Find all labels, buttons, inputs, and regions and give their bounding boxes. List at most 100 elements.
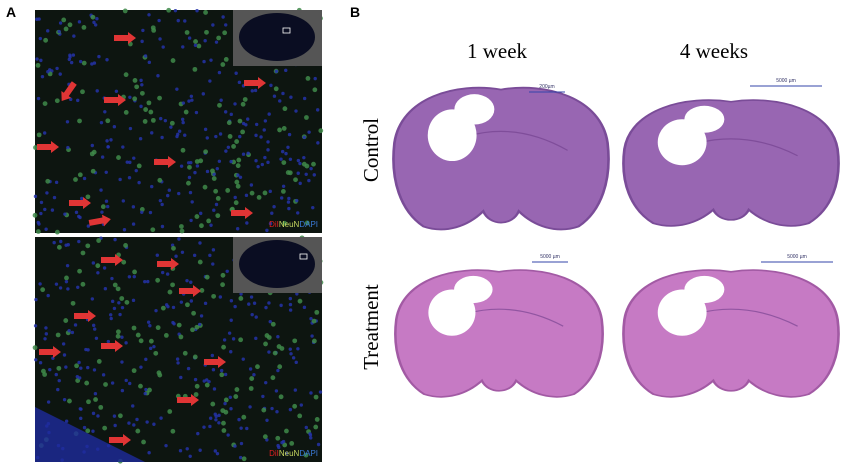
cell: [247, 302, 251, 306]
cell: [82, 176, 87, 181]
cell: [180, 147, 186, 153]
cell: [59, 239, 63, 244]
cell: [55, 66, 59, 71]
cell: [131, 325, 137, 331]
cell: [279, 303, 283, 308]
cell: [307, 130, 311, 134]
cell: [214, 414, 218, 419]
cell: [134, 84, 140, 90]
cell: [70, 330, 75, 335]
cell: [156, 370, 162, 376]
cell: [183, 109, 189, 115]
lesion: [454, 94, 495, 125]
cell: [261, 407, 267, 413]
cell: [45, 178, 51, 184]
cell: [52, 240, 56, 245]
cell: [113, 237, 117, 242]
cell: [263, 155, 267, 160]
cell: [115, 286, 121, 292]
cell: [219, 98, 223, 102]
brain: [394, 269, 604, 398]
cell: [148, 210, 153, 215]
cell: [268, 221, 273, 226]
cell: [215, 195, 221, 201]
cell: [214, 202, 219, 207]
cell: [148, 338, 154, 344]
cell: [210, 353, 215, 358]
cell: [78, 59, 83, 64]
cell: [279, 196, 284, 200]
cell: [177, 237, 181, 241]
cell: [217, 102, 222, 108]
cell: [186, 180, 191, 186]
cell: [264, 305, 268, 310]
cell: [128, 381, 132, 386]
cell: [37, 222, 41, 226]
panel-label: B: [350, 4, 360, 20]
cell: [281, 184, 286, 189]
cell: [33, 145, 38, 150]
cell: [262, 190, 268, 196]
cell: [63, 318, 69, 323]
cell: [158, 198, 163, 203]
cell: [121, 199, 126, 203]
cell: [38, 282, 42, 286]
cell: [164, 443, 168, 448]
cell: [284, 451, 289, 455]
cell: [64, 419, 69, 423]
cell: [193, 392, 199, 397]
cell: [268, 189, 272, 194]
cell: [158, 37, 162, 41]
cell: [210, 168, 215, 174]
cell: [34, 358, 38, 362]
cell: [303, 452, 309, 458]
cell: [42, 131, 47, 135]
cell: [32, 212, 38, 218]
cell: [208, 416, 213, 420]
cell: [254, 122, 259, 127]
cell: [143, 391, 147, 396]
cell: [101, 373, 106, 377]
arrow: [154, 156, 176, 168]
cell: [253, 88, 258, 93]
cell: [203, 127, 208, 132]
cell: [237, 80, 242, 85]
cell: [112, 282, 118, 288]
cell: [131, 404, 135, 408]
cell: [196, 43, 202, 49]
cell: [194, 110, 199, 115]
cell: [204, 274, 210, 280]
arrow: [244, 77, 266, 89]
cell: [156, 74, 160, 78]
cell: [234, 179, 240, 185]
cell: [262, 434, 268, 440]
cell: [65, 120, 70, 124]
cell: [307, 178, 311, 183]
cell: [211, 368, 216, 372]
cell: [138, 383, 143, 389]
cell: [204, 29, 209, 35]
cell: [35, 229, 41, 234]
cell: [109, 313, 113, 317]
cell: [132, 274, 136, 279]
cell: [214, 40, 219, 44]
cell: [198, 448, 202, 452]
cell: [301, 161, 307, 167]
arrow: [179, 285, 201, 297]
cell: [132, 269, 137, 275]
cell: [76, 98, 80, 103]
cell: [86, 365, 90, 370]
cell: [39, 58, 43, 63]
cell: [146, 279, 150, 284]
cell: [117, 413, 123, 419]
cell: [292, 403, 298, 409]
cell: [207, 379, 211, 384]
cell: [166, 7, 172, 13]
cell: [205, 169, 210, 174]
cell: [203, 301, 208, 306]
cell: [169, 125, 173, 129]
brain-section: 5000 µm: [622, 78, 840, 227]
cell: [84, 380, 90, 386]
cell: [312, 87, 318, 93]
cell: [132, 156, 136, 160]
